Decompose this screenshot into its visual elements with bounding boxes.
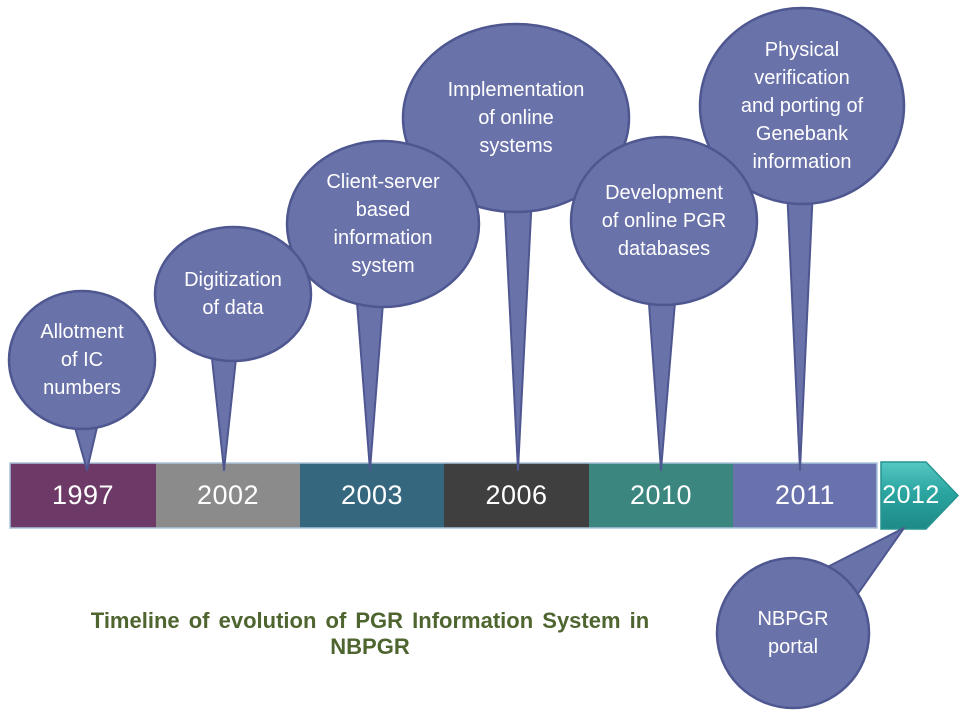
balloon-bubble-1997 [7, 289, 157, 431]
balloon-bubble-2002 [153, 225, 313, 363]
balloon-2002 [153, 225, 313, 471]
segment-2006 [444, 463, 589, 528]
timeline-bar [9, 461, 960, 530]
balloon-bubble-2006 [401, 22, 631, 214]
segment-2011 [733, 463, 877, 528]
year-label-2010: 2010 [629, 480, 693, 510]
balloon-pointer-2006 [503, 194, 533, 471]
balloon-1997 [7, 289, 157, 471]
year-label-2011: 2011 [774, 480, 836, 510]
balloon-pointer-2010 [647, 289, 677, 471]
caption: Timeline of evolution of PGR Information… [90, 608, 650, 659]
segment-1997 [10, 463, 156, 528]
balloon-2011 [698, 6, 906, 471]
year-label-2002: 2002 [196, 480, 260, 510]
balloon-bubble-2012 [715, 556, 871, 710]
balloon-pointer-2011 [786, 187, 814, 471]
balloon-bubble-2011 [698, 6, 906, 206]
balloon-bubble-2010 [569, 135, 759, 307]
balloon-pointer-2003 [355, 289, 385, 471]
balloon-2010 [569, 135, 759, 471]
balloon-bubble-2003 [285, 139, 481, 309]
year-label-2006: 2006 [485, 480, 548, 510]
segment-2003 [300, 463, 444, 528]
segment-2012-arrow [880, 461, 960, 530]
balloon-2006 [401, 22, 631, 471]
year-label-1997: 1997 [51, 480, 115, 510]
segment-2002 [156, 463, 300, 528]
balloon-2003 [285, 139, 481, 471]
segment-2010 [589, 463, 733, 528]
year-label-2003: 2003 [340, 480, 404, 510]
balloon-2012 [715, 527, 905, 710]
timeline-bar-outline [9, 462, 878, 529]
year-label-2012: 2012 [882, 481, 940, 509]
